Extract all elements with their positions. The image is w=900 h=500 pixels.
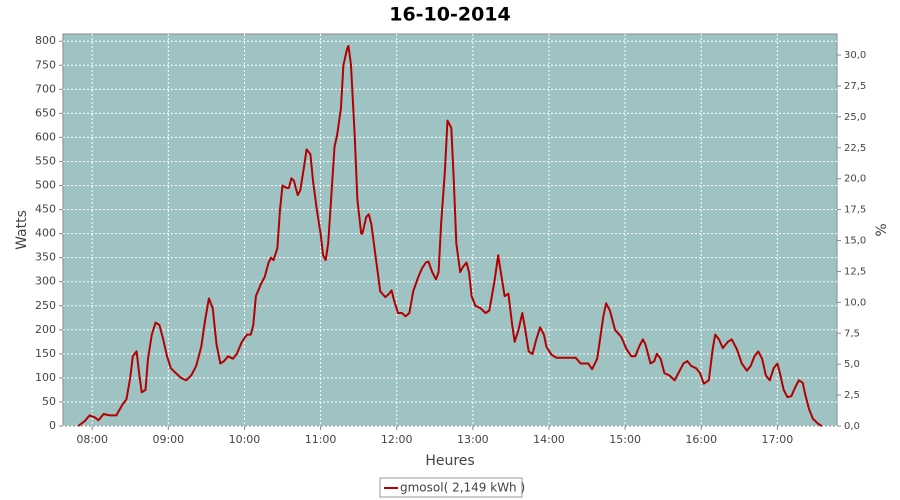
x-tick-label: 11:00 — [305, 433, 337, 446]
y-tick-label: 600 — [35, 130, 56, 143]
x-tick-label: 15:00 — [609, 433, 641, 446]
y-tick-label: 0 — [49, 419, 56, 432]
y-tick-label: 100 — [35, 371, 56, 384]
y2-tick-label: 30,0 — [844, 50, 866, 61]
x-tick-label: 12:00 — [381, 433, 413, 446]
y2-tick-label: 15,0 — [844, 236, 866, 247]
y-axis-label: Watts — [14, 210, 30, 250]
y2-tick-label: 0,0 — [844, 421, 860, 432]
y-tick-label: 200 — [35, 323, 56, 336]
y-tick-label: 50 — [42, 395, 56, 408]
y2-tick-label: 17,5 — [844, 205, 866, 216]
data-line — [77, 45, 823, 427]
y-tick-label: 750 — [35, 58, 56, 71]
y-tick-label: 150 — [35, 347, 56, 360]
y2-tick-label: 12,5 — [844, 266, 866, 277]
y-tick-label: 800 — [35, 34, 56, 47]
x-tick-label: 08:00 — [76, 433, 108, 446]
x-tick-label: 09:00 — [152, 433, 184, 446]
y2-tick-label: 25,0 — [844, 112, 866, 123]
x-tick-label: 10:00 — [229, 433, 261, 446]
x-tick-label: 14:00 — [533, 433, 565, 446]
x-tick-label: 16:00 — [685, 433, 717, 446]
y-tick-label: 550 — [35, 154, 56, 167]
y2-tick-label: 7,5 — [844, 328, 860, 339]
y2-axis-label: % — [874, 223, 890, 236]
y-tick-label: 300 — [35, 275, 56, 288]
y2-tick-label: 20,0 — [844, 174, 866, 185]
plot-area — [62, 33, 838, 427]
x-tick-label: 17:00 — [762, 433, 794, 446]
y-tick-label: 650 — [35, 106, 56, 119]
y2-tick-label: 27,5 — [844, 81, 866, 92]
x-axis-label: Heures — [425, 453, 474, 469]
y2-tick-label: 2,5 — [844, 390, 860, 401]
y-tick-label: 250 — [35, 299, 56, 312]
y2-tick-label: 5,0 — [844, 359, 860, 370]
y-tick-label: 450 — [35, 203, 56, 216]
legend-box — [379, 477, 523, 498]
y2-tick-label: 22,5 — [844, 143, 866, 154]
x-tick-label: 13:00 — [457, 433, 489, 446]
y-tick-label: 500 — [35, 179, 56, 192]
y-tick-label: 400 — [35, 227, 56, 240]
legend-label: gmosol( 2,149 kWh ) — [400, 481, 525, 495]
y2-tick-label: 10,0 — [844, 297, 866, 308]
chart-title: 16-10-2014 — [389, 4, 511, 26]
y-tick-label: 350 — [35, 251, 56, 264]
y-tick-label: 700 — [35, 82, 56, 95]
